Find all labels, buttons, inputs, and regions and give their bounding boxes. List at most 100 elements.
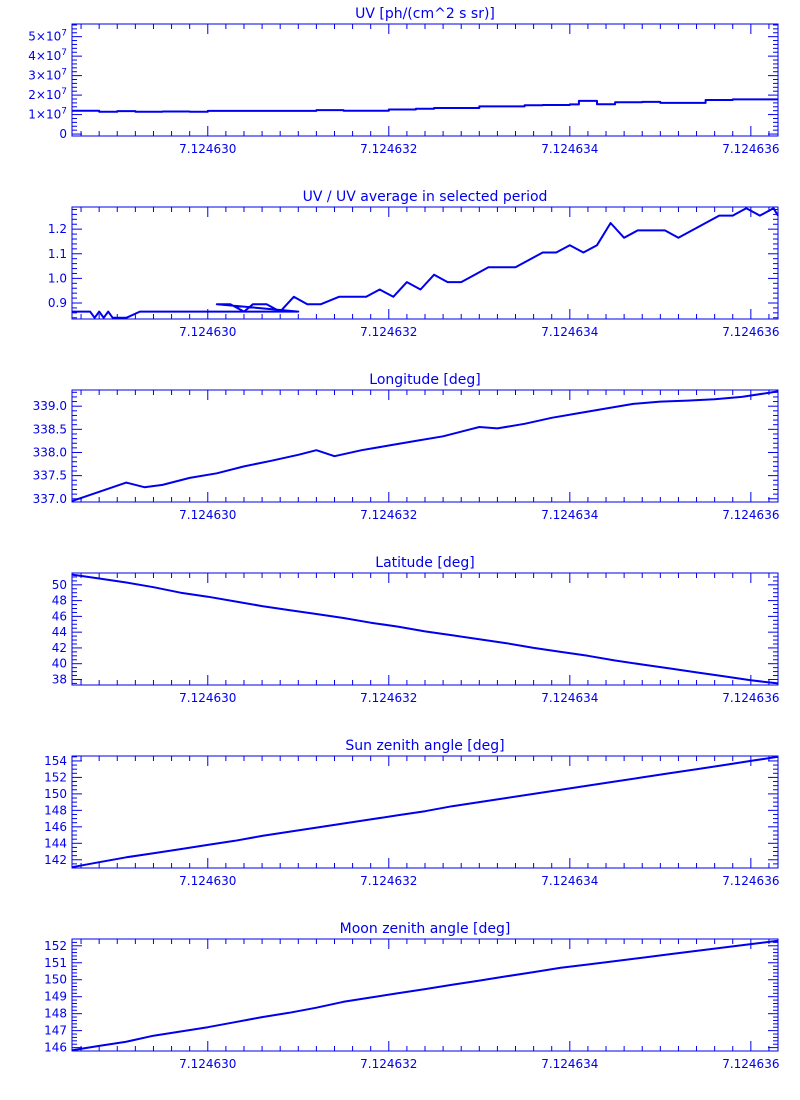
x-tick-label: 7.124632 (360, 508, 417, 522)
y-tick-label-base: 0.9 (48, 296, 67, 310)
x-tick-label: 7.124634 (541, 508, 598, 522)
plot-panel: UV / UV average in selected period 7.1246… (48, 189, 780, 339)
plot-frame (71, 206, 779, 320)
y-tick-label-base: 151 (44, 956, 67, 970)
y-tick-label: 146 (44, 820, 67, 834)
y-tick-label: 0 (59, 127, 67, 141)
plot-panel: Latitude [deg] 7.124630 7.124632 7.124634 7.… (52, 555, 780, 705)
x-tick-label: 7.124632 (360, 325, 417, 339)
y-tick-label: 150 (44, 787, 67, 801)
y-tick-label-base: 147 (44, 1024, 67, 1038)
y-tick-label-base: 1.1 (48, 247, 67, 261)
x-tick-label: 7.124632 (360, 1057, 417, 1071)
x-tick-label: 7.124636 (722, 1057, 779, 1071)
panel-title: Latitude [deg] (375, 555, 474, 571)
y-tick-label-base: 338.0 (33, 445, 67, 459)
panel-title: Longitude [deg] (369, 372, 480, 388)
y-tick-label-exponent: 7 (61, 107, 67, 117)
x-tick-label: 7.124634 (541, 325, 598, 339)
panel-title: Sun zenith angle [deg] (345, 738, 504, 754)
x-tick-label: 7.124636 (722, 691, 779, 705)
x-tick-label: 7.124634 (541, 142, 598, 156)
series-line (71, 939, 779, 1052)
y-tick-label-base: 142 (44, 853, 67, 867)
y-tick-label-base: 1.0 (48, 271, 67, 285)
y-tick-label-base: 148 (44, 1007, 67, 1021)
y-tick-label: 337.0 (33, 492, 67, 506)
x-tick-label: 7.124630 (179, 874, 236, 888)
y-tick-label-base: 38 (52, 672, 67, 686)
y-tick-label-base: 144 (44, 836, 67, 850)
x-tick-label: 7.124630 (179, 1057, 236, 1071)
y-tick-label: 1.0 (48, 271, 67, 285)
plot-panel: Sun zenith angle [deg] 7.124630 7.124632 7.… (44, 738, 779, 888)
y-tick-label-exponent: 7 (61, 29, 67, 39)
x-tick-label: 7.124630 (179, 142, 236, 156)
y-tick-label: 38 (52, 672, 67, 686)
x-tick-label: 7.124634 (541, 1057, 598, 1071)
x-tick-label: 7.124630 (179, 691, 236, 705)
y-tick-label-base: 3×10 (28, 69, 61, 83)
y-tick-label: 148 (44, 803, 67, 817)
series-line (71, 390, 779, 503)
y-tick-label-base: 1.2 (48, 222, 67, 236)
y-tick-label: 338.5 (33, 422, 67, 436)
plot-panel: Moon zenith angle [deg] 7.124630 7.124632 7… (44, 921, 779, 1071)
x-tick-label: 7.124636 (722, 874, 779, 888)
y-tick-label-base: 5×10 (28, 30, 61, 44)
x-tick-label: 7.124636 (722, 508, 779, 522)
plot-frame (71, 389, 779, 503)
series-line (72, 207, 779, 319)
x-tick-label: 7.124634 (541, 874, 598, 888)
panel-title: Moon zenith angle [deg] (340, 921, 511, 937)
x-tick-label: 7.124630 (179, 325, 236, 339)
y-tick-label-base: 146 (44, 1041, 67, 1055)
y-tick-label-exponent: 7 (61, 48, 67, 58)
y-tick-label-base: 42 (52, 641, 67, 655)
y-tick-label-base: 1×10 (28, 108, 61, 122)
y-tick-label: 339.0 (33, 399, 67, 413)
y-tick-label: 154 (44, 754, 67, 768)
x-tick-label: 7.124634 (541, 691, 598, 705)
y-tick-label: 151 (44, 956, 67, 970)
x-tick-label: 7.124630 (179, 508, 236, 522)
x-tick-label: 7.124632 (360, 142, 417, 156)
y-tick-label: 40 (52, 657, 67, 671)
y-tick-label: 3×107 (28, 68, 67, 83)
y-tick-label: 42 (52, 641, 67, 655)
y-tick-label: 2×107 (28, 87, 67, 102)
y-tick-label: 44 (52, 625, 67, 639)
y-tick-label: 48 (52, 594, 67, 608)
y-tick-label: 146 (44, 1041, 67, 1055)
y-tick-label: 50 (52, 578, 67, 592)
y-tick-label: 149 (44, 990, 67, 1004)
x-tick-label: 7.124632 (360, 691, 417, 705)
y-tick-label: 338.0 (33, 445, 67, 459)
y-tick-label: 4×107 (28, 48, 67, 63)
plot-panel: Longitude [deg] 7.124630 7.124632 7.124634 7… (33, 372, 780, 522)
x-tick-label: 7.124636 (722, 325, 779, 339)
y-tick-label: 337.5 (33, 469, 67, 483)
y-tick-label-base: 339.0 (33, 399, 67, 413)
y-tick-label: 144 (44, 836, 67, 850)
y-tick-label-base: 44 (52, 625, 67, 639)
y-tick-label: 150 (44, 973, 67, 987)
y-tick-label: 148 (44, 1007, 67, 1021)
y-tick-label-base: 154 (44, 754, 67, 768)
y-tick-label-base: 46 (52, 609, 67, 623)
series-line (71, 755, 779, 869)
y-tick-label: 142 (44, 853, 67, 867)
y-tick-label-base: 4×10 (28, 49, 61, 63)
y-tick-label: 152 (44, 939, 67, 953)
y-tick-label-base: 2×10 (28, 88, 61, 102)
y-tick-label-base: 338.5 (33, 422, 67, 436)
y-tick-label-base: 337.5 (33, 469, 67, 483)
y-tick-label-base: 48 (52, 594, 67, 608)
y-tick-label: 46 (52, 609, 67, 623)
y-tick-label-base: 150 (44, 973, 67, 987)
y-tick-label-base: 150 (44, 787, 67, 801)
y-tick-label: 5×107 (28, 29, 67, 44)
y-tick-label: 1×107 (28, 107, 67, 122)
y-tick-label: 147 (44, 1024, 67, 1038)
plot-frame (71, 23, 779, 137)
